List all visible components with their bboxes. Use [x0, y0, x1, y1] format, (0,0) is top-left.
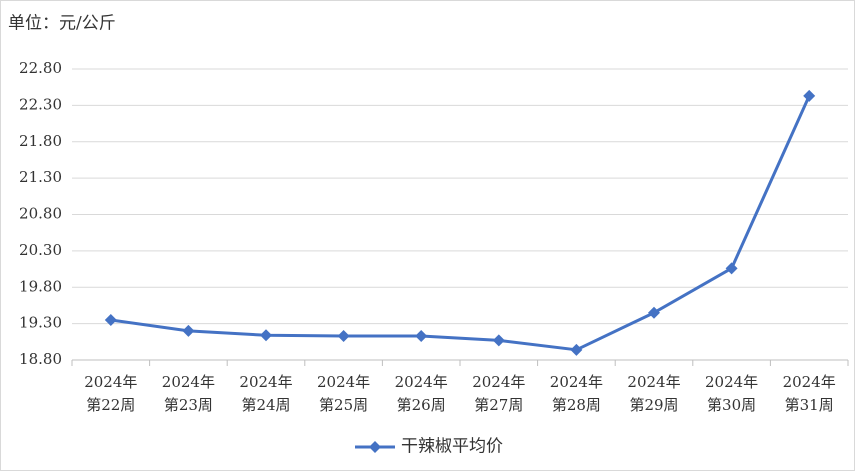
marker — [337, 329, 350, 342]
x-tick-label: 2024年 第24周 — [239, 373, 293, 414]
y-tick-label: 19.80 — [19, 277, 62, 295]
marker — [648, 306, 660, 319]
x-tick-label: 2024年 第25周 — [317, 373, 371, 414]
marker — [570, 343, 583, 356]
marker — [803, 89, 816, 102]
x-tick-label: 2024年 第31周 — [782, 373, 836, 414]
marker — [725, 262, 738, 275]
y-tick-label: 21.80 — [19, 132, 62, 150]
legend-marker — [369, 441, 381, 453]
marker — [260, 329, 272, 342]
x-tick-label: 2024年 第22周 — [84, 373, 138, 414]
x-tick-label: 2024年 第30周 — [705, 373, 759, 414]
y-tick-label: 18.80 — [19, 350, 62, 368]
y-tick-label: 20.30 — [19, 241, 62, 259]
legend-label: 干辣椒平均价 — [401, 437, 503, 457]
marker — [182, 324, 195, 337]
x-tick-label: 2024年 第29周 — [627, 373, 681, 414]
x-tick-label: 2024年 第23周 — [161, 373, 215, 414]
chart-title: 单位：元/公斤 — [8, 14, 116, 34]
x-tick-label: 2024年 第26周 — [394, 373, 448, 414]
x-tick-label: 2024年 第28周 — [549, 373, 603, 414]
y-tick-label: 22.30 — [19, 95, 62, 113]
marker — [104, 313, 117, 326]
y-tick-label: 22.80 — [19, 59, 62, 77]
marker — [492, 334, 505, 347]
y-tick-label: 19.30 — [19, 314, 62, 332]
y-tick-label: 20.80 — [19, 205, 62, 223]
marker — [415, 329, 428, 342]
series-line — [110, 95, 811, 352]
x-tick-label: 2024年 第27周 — [472, 373, 526, 414]
y-tick-label: 21.30 — [19, 168, 62, 186]
